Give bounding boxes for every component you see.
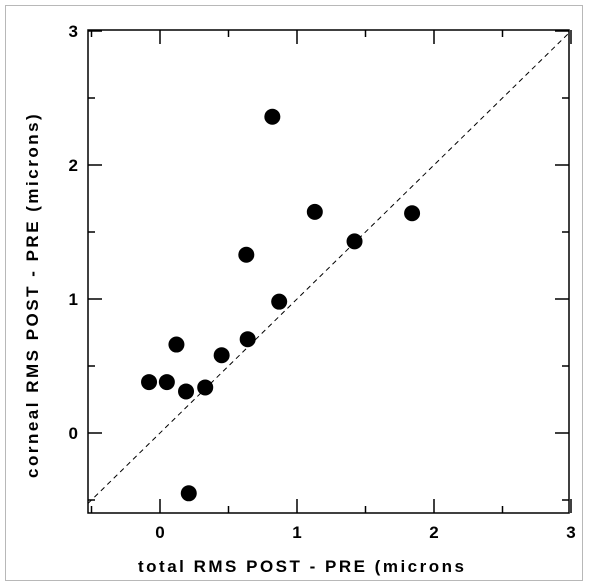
data-point	[168, 336, 185, 353]
identity-reference-line	[87, 32, 570, 504]
x-tick-label: 1	[292, 523, 301, 542]
data-point	[404, 205, 421, 222]
plot-area	[87, 29, 570, 514]
y-tick-label: 3	[69, 22, 78, 41]
y-axis-label: corneal RMS POST - PRE (microns)	[23, 112, 42, 478]
x-tick-label: 0	[155, 523, 164, 542]
data-point	[271, 293, 288, 310]
x-tick-label: 2	[429, 523, 438, 542]
data-points	[141, 108, 421, 502]
data-point	[239, 331, 256, 348]
data-point	[197, 379, 214, 396]
data-point	[306, 203, 323, 220]
x-tick-label: 3	[566, 523, 575, 542]
data-point	[141, 374, 158, 391]
axis-ticks: 0 1 2 3 0 1 2 3	[69, 22, 576, 542]
data-point	[158, 374, 175, 391]
data-point	[346, 233, 363, 250]
x-axis-label: total RMS POST - PRE (microns	[138, 557, 466, 576]
data-point	[178, 383, 195, 400]
y-tick-label: 0	[69, 424, 78, 443]
data-point	[180, 485, 197, 502]
data-point	[238, 246, 255, 263]
chart-frame	[5, 5, 583, 581]
y-tick-label: 1	[69, 290, 78, 309]
data-point	[264, 108, 281, 125]
y-tick-label: 2	[69, 156, 78, 175]
data-point	[213, 347, 230, 364]
